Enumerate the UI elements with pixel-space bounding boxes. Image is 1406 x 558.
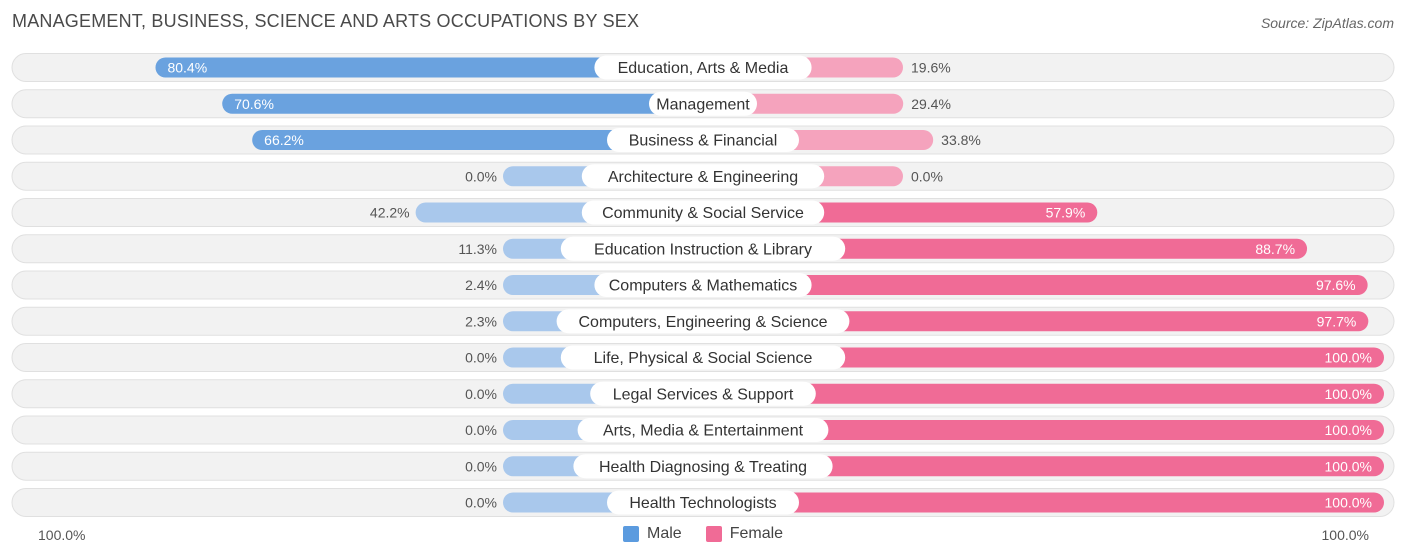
female-bar bbox=[703, 383, 1384, 404]
chart-row: 2.4% 97.6% Computers & Mathematics bbox=[11, 270, 1395, 300]
category-label: Education Instruction & Library bbox=[594, 241, 812, 258]
chart-row: 11.3% 88.7% Education Instruction & Librar… bbox=[11, 234, 1395, 264]
chart-row: 66.2% 33.8% Business & Financial bbox=[11, 125, 1395, 155]
chart-title: MANAGEMENT, BUSINESS, SCIENCE AND ARTS O… bbox=[12, 11, 640, 31]
male-bar bbox=[222, 93, 704, 114]
category-pill bbox=[594, 273, 812, 297]
category-label: Computers, Engineering & Science bbox=[578, 314, 827, 331]
female-value-label: 88.7% bbox=[1255, 241, 1295, 257]
male-value-label: 42.2% bbox=[370, 205, 410, 221]
female-swatch bbox=[705, 526, 722, 542]
chart-row: 0.0% 100.0% Health Technologists bbox=[11, 488, 1395, 517]
female-value-label: 97.6% bbox=[1316, 277, 1356, 293]
category-label: Health Technologists bbox=[629, 495, 776, 512]
category-pill bbox=[594, 55, 812, 80]
male-value-label: 2.4% bbox=[465, 277, 497, 293]
female-bar bbox=[703, 347, 1384, 368]
category-pill bbox=[590, 381, 816, 406]
female-value-label: 57.9% bbox=[1046, 205, 1086, 221]
female-value-label: 97.7% bbox=[1317, 313, 1357, 329]
female-value-label: 100.0% bbox=[1325, 495, 1372, 511]
male-value-label: 0.0% bbox=[465, 386, 497, 402]
female-value-label: 29.4% bbox=[911, 96, 951, 112]
female-bar bbox=[703, 275, 1368, 295]
female-bar bbox=[703, 238, 1308, 259]
legend-male-label: Male bbox=[647, 525, 682, 542]
chart-row: 0.0% 100.0% Legal Services & Support bbox=[11, 379, 1395, 409]
male-value-label: 80.4% bbox=[167, 60, 207, 76]
chart-row: 42.2% 57.9% Community & Social Service bbox=[11, 198, 1395, 227]
category-pill bbox=[581, 200, 825, 225]
male-value-label: 0.0% bbox=[465, 168, 497, 184]
category-label: Computers & Mathematics bbox=[609, 278, 798, 295]
chart-row: 2.3% 97.7% Computers, Engineering & Scienc… bbox=[11, 306, 1395, 336]
male-swatch bbox=[623, 526, 639, 542]
category-label: Management bbox=[656, 96, 750, 113]
chart-row: 0.0% 100.0% Arts, Media & Entertainment bbox=[11, 415, 1395, 445]
chart-row: 80.4% 19.6% Education, Arts & Media bbox=[11, 53, 1395, 82]
category-label: Architecture & Engineering bbox=[608, 169, 798, 186]
category-pill bbox=[607, 490, 799, 515]
category-pill bbox=[560, 345, 846, 370]
chart-row: 0.0% 100.0% Health Diagnosing & Treating bbox=[11, 451, 1395, 481]
male-value-label: 0.0% bbox=[465, 422, 497, 438]
female-value-label: 19.6% bbox=[911, 60, 951, 76]
female-bar bbox=[703, 420, 1384, 440]
category-label: Business & Financial bbox=[629, 133, 778, 150]
male-value-label: 66.2% bbox=[264, 132, 304, 148]
axis-left-label: 100.0% bbox=[38, 527, 86, 543]
male-value-label: 0.0% bbox=[465, 495, 497, 511]
female-value-label: 100.0% bbox=[1325, 386, 1372, 402]
category-pill bbox=[649, 91, 757, 116]
female-value-label: 100.0% bbox=[1325, 422, 1372, 438]
female-bar bbox=[703, 492, 1384, 513]
category-label: Health Diagnosing & Treating bbox=[599, 459, 807, 476]
category-pill bbox=[560, 236, 846, 261]
category-label: Arts, Media & Entertainment bbox=[603, 423, 804, 440]
category-pill bbox=[577, 418, 829, 442]
legend: Male Female bbox=[623, 525, 807, 543]
chart-row: 0.0% 100.0% Life, Physical & Social Scienc… bbox=[11, 343, 1395, 372]
female-value-label: 100.0% bbox=[1325, 458, 1372, 474]
chart-row: 70.6% 29.4% Management bbox=[11, 89, 1395, 119]
category-label: Life, Physical & Social Science bbox=[594, 350, 813, 367]
category-label: Legal Services & Support bbox=[613, 386, 794, 403]
chart-row: 0.0% 0.0% Architecture & Engineering bbox=[11, 161, 1395, 191]
axis-right-label: 100.0% bbox=[1321, 527, 1369, 543]
male-bar bbox=[252, 130, 704, 150]
female-value-label: 0.0% bbox=[911, 168, 943, 184]
female-value-label: 100.0% bbox=[1325, 350, 1372, 366]
male-bar bbox=[155, 57, 703, 78]
female-value-label: 33.8% bbox=[941, 132, 981, 148]
source-label: Source: ZipAtlas.com bbox=[1260, 15, 1394, 31]
male-value-label: 0.0% bbox=[465, 350, 497, 366]
male-value-label: 2.3% bbox=[465, 313, 497, 329]
category-pill bbox=[556, 309, 850, 334]
category-pill bbox=[581, 164, 825, 189]
male-value-label: 70.6% bbox=[234, 96, 274, 112]
legend-item-male[interactable]: Male bbox=[623, 525, 682, 543]
legend-item-female[interactable]: Female bbox=[705, 525, 784, 543]
female-bar bbox=[703, 311, 1369, 332]
male-value-label: 11.3% bbox=[458, 241, 497, 257]
category-pill bbox=[607, 128, 799, 152]
legend-female-label: Female bbox=[729, 525, 784, 542]
male-value-label: 0.0% bbox=[465, 458, 497, 474]
category-label: Community & Social Service bbox=[602, 205, 804, 222]
female-bar bbox=[703, 456, 1384, 477]
category-pill bbox=[573, 454, 833, 479]
category-label: Education, Arts & Media bbox=[618, 60, 789, 77]
